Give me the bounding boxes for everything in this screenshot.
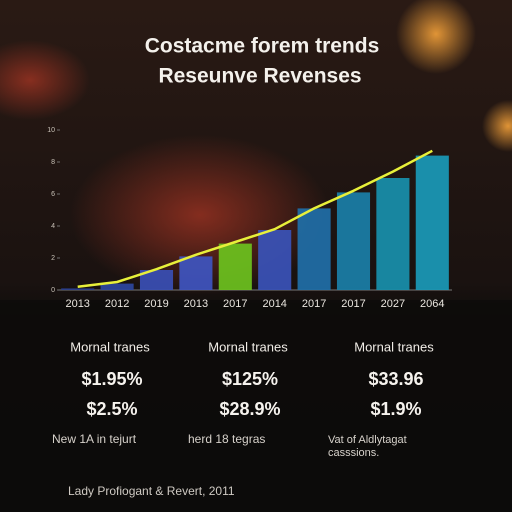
neon-glow: [0, 40, 90, 120]
footer: Lady Profiogant & Revert, 2011: [68, 484, 235, 498]
stat-value: $33.96: [368, 369, 423, 389]
stat-value: $28.9%: [219, 399, 280, 419]
stat-value: $1.9%: [370, 399, 421, 419]
x-tick-label: 2014: [262, 298, 286, 310]
x-tick-label: 2013: [65, 298, 89, 310]
bokeh-light: [396, 0, 476, 74]
y-tick-label: 8: [51, 159, 55, 166]
bar: [258, 230, 292, 290]
x-tick-label: 2017: [341, 298, 365, 310]
stat-label: Mornal tranes: [354, 339, 434, 354]
x-tick-label: 2017: [302, 298, 326, 310]
bar: [336, 192, 371, 290]
stat-note: New 1A in tejurt: [52, 432, 137, 446]
y-tick-label: 10: [47, 127, 55, 134]
bar: [297, 208, 331, 290]
lower-panel: [0, 300, 512, 512]
x-tick-label: 2019: [144, 298, 168, 310]
bokeh-light: [482, 100, 512, 152]
bar: [179, 256, 213, 290]
chart-title: Costacme forem trends: [145, 35, 380, 58]
trend-line: [77, 149, 433, 289]
bar: [376, 178, 410, 290]
stat-label: Mornal tranes: [70, 339, 150, 354]
bar: [100, 283, 134, 290]
x-tick-label: 2027: [381, 298, 405, 310]
y-tick-label: 0: [51, 287, 55, 294]
stat-note: Vat of Aldlytagat casssions.: [328, 434, 407, 459]
chart-subtitle: Reseunve Revenses: [158, 65, 361, 88]
bar: [415, 155, 449, 290]
x-tick-label: 2017: [223, 298, 247, 310]
bar: [139, 270, 174, 290]
stat-value: $1.95%: [81, 369, 142, 389]
y-tick-label: 2: [51, 255, 55, 262]
stat-value: $125%: [222, 369, 278, 389]
x-tick-label: 2064: [420, 298, 444, 310]
x-tick-label: 2013: [184, 298, 208, 310]
y-tick-label: 6: [51, 191, 55, 198]
y-tick-label: 4: [51, 223, 55, 230]
stat-label: Mornal tranes: [208, 339, 288, 354]
stat-note: herd 18 tegras: [188, 432, 265, 446]
bar: [61, 288, 95, 290]
bar: [218, 243, 252, 290]
x-tick-label: 2012: [105, 298, 129, 310]
stat-value: $2.5%: [86, 399, 137, 419]
